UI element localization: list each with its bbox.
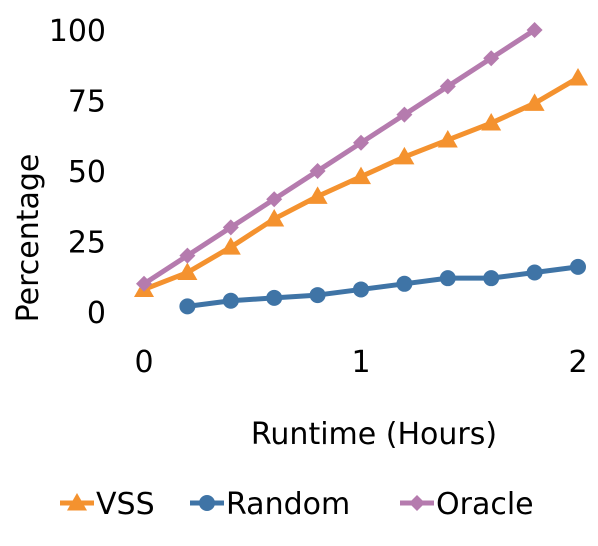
data-point-vss-1 bbox=[177, 262, 198, 281]
legend-marker-oracle bbox=[409, 495, 425, 511]
data-point-oracle-3 bbox=[266, 191, 283, 208]
data-point-random-1 bbox=[222, 292, 239, 309]
y-tick-label-2: 50 bbox=[68, 155, 106, 190]
data-point-oracle-8 bbox=[483, 50, 500, 67]
x-tick-label-1: 1 bbox=[351, 345, 370, 380]
data-point-random-9 bbox=[570, 258, 586, 275]
data-point-random-2 bbox=[266, 289, 283, 306]
y-tick-label-3: 75 bbox=[68, 85, 106, 120]
data-point-random-6 bbox=[439, 270, 456, 287]
x-axis-tick-labels: 0 1 2 bbox=[134, 345, 587, 380]
data-point-vss-7 bbox=[437, 129, 458, 148]
x-tick-label-0: 0 bbox=[134, 345, 153, 380]
data-point-oracle-1 bbox=[179, 247, 196, 264]
series-line-oracle bbox=[141, 27, 538, 287]
legend-item-vss: VSS bbox=[60, 487, 155, 522]
series-vss bbox=[134, 67, 588, 297]
series-random bbox=[179, 258, 586, 315]
x-tick-label-2: 2 bbox=[568, 345, 587, 380]
legend: VSS Random Oracle bbox=[60, 487, 534, 522]
data-point-vss-6 bbox=[394, 146, 415, 165]
data-point-vss-2 bbox=[220, 237, 241, 255]
legend-label-random: Random bbox=[226, 487, 350, 522]
data-point-vss-5 bbox=[351, 166, 371, 185]
data-point-oracle-7 bbox=[439, 78, 456, 95]
series-line-random bbox=[184, 264, 581, 309]
legend-label-oracle: Oracle bbox=[436, 487, 534, 522]
data-point-random-3 bbox=[309, 287, 326, 304]
y-tick-label-1: 25 bbox=[68, 226, 106, 261]
series-oracle bbox=[136, 22, 543, 292]
data-point-vss-8 bbox=[481, 113, 502, 131]
legend-item-random: Random bbox=[190, 487, 350, 522]
data-point-oracle-5 bbox=[353, 134, 369, 151]
data-point-random-0 bbox=[179, 298, 196, 315]
data-point-oracle-6 bbox=[396, 106, 413, 123]
y-axis-tick-labels: 0 25 50 75 100 bbox=[49, 14, 106, 331]
data-point-vss-3 bbox=[264, 208, 285, 227]
legend-label-vss: VSS bbox=[96, 487, 155, 522]
series-layer bbox=[134, 22, 588, 315]
data-point-random-5 bbox=[396, 275, 413, 292]
y-tick-label-4: 100 bbox=[49, 14, 106, 49]
legend-marker-vss bbox=[67, 493, 87, 511]
y-tick-label-0: 0 bbox=[87, 296, 106, 331]
data-point-oracle-4 bbox=[309, 163, 326, 179]
data-point-random-4 bbox=[353, 281, 369, 298]
data-point-vss-9 bbox=[524, 93, 545, 111]
data-point-oracle-9 bbox=[526, 22, 543, 38]
data-point-vss-10 bbox=[568, 67, 588, 86]
data-point-vss-4 bbox=[307, 186, 328, 204]
data-point-oracle-0 bbox=[136, 275, 152, 292]
data-point-random-8 bbox=[526, 264, 543, 281]
legend-item-oracle: Oracle bbox=[400, 487, 534, 522]
data-point-oracle-2 bbox=[222, 219, 239, 236]
y-axis-title: Percentage bbox=[11, 154, 46, 323]
x-axis-title: Runtime (Hours) bbox=[251, 417, 497, 452]
data-point-random-7 bbox=[483, 270, 500, 287]
legend-marker-random bbox=[199, 495, 215, 511]
